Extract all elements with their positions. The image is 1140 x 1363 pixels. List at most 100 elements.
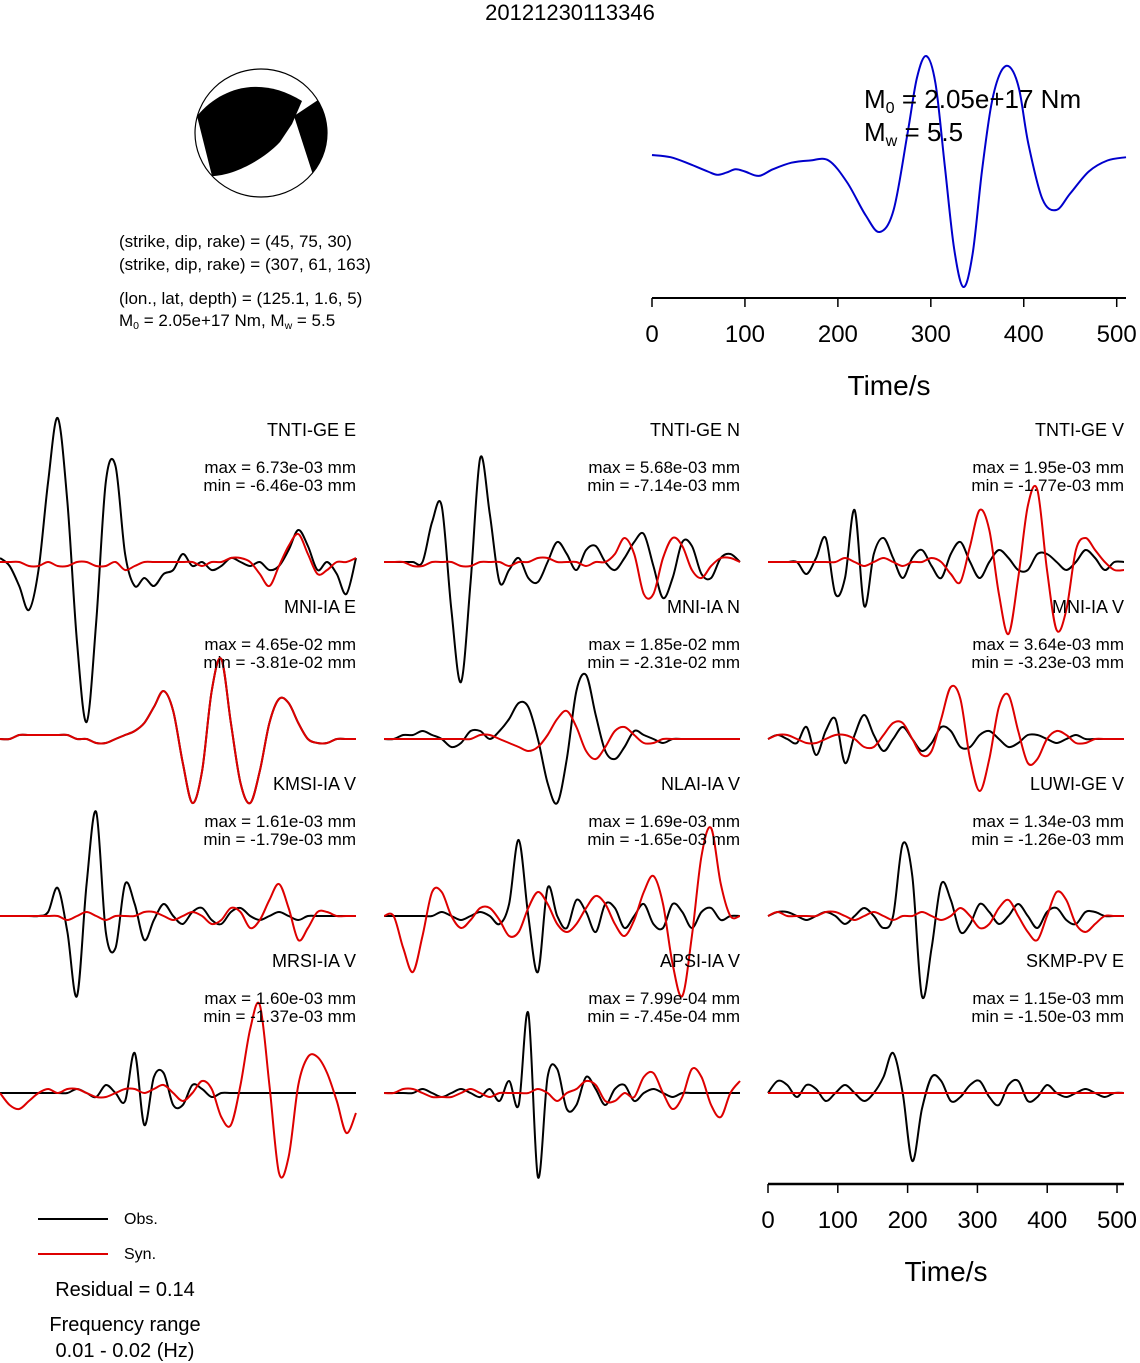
- observed-trace: [384, 455, 741, 684]
- waveform-plot: [383, 826, 741, 998]
- trace-min-label: min = -7.14e-03 mm: [587, 476, 740, 495]
- observed-trace: [767, 1051, 1125, 1163]
- trace-max-label: max = 1.85e-02 mm: [588, 635, 740, 654]
- stf-m0-annotation: M0 = 2.05e+17 Nm: [864, 84, 1082, 117]
- station-label: TNTI-GE E: [267, 420, 356, 440]
- observed-trace: [768, 508, 1125, 608]
- beachball-compressional-quadrant-2: [294, 94, 327, 178]
- synthetic-trace: [0, 882, 356, 942]
- stf-tick-label: 200: [818, 321, 858, 348]
- station-label: TNTI-GE N: [650, 420, 740, 440]
- waveform-plot: [383, 672, 740, 805]
- stf-tick-label: 0: [645, 321, 658, 348]
- station-label: TNTI-GE V: [1035, 420, 1124, 440]
- waveform-panel: TNTI-GE V max = 1.95e-03 mm min = -1.77e-0…: [768, 420, 1125, 636]
- synthetic-trace: [767, 890, 1124, 942]
- waveform-panel: LUWI-GE V max = 1.34e-03 mm min = -1.26e-0…: [767, 774, 1124, 1000]
- observed-trace: [384, 1011, 740, 1179]
- waveform-plot: [0, 416, 357, 724]
- waveform-plot: [0, 1001, 357, 1179]
- waveform-time-axis: 0 100 200 300 400 500 Time/s: [761, 1182, 1137, 1287]
- waveform-plot: [767, 684, 1124, 793]
- synthetic-trace: [383, 1067, 741, 1119]
- focal-moment-line: M0 = 2.05e+17 Nm, Mw = 5.5: [119, 311, 335, 333]
- bottom-tick-label: 300: [957, 1207, 997, 1234]
- trace-min-label: min = -3.81e-02 mm: [203, 653, 356, 672]
- waveform-plot: [767, 841, 1124, 1000]
- trace-max-label: max = 1.69e-03 mm: [588, 812, 740, 831]
- bottom-x-axis-label: Time/s: [905, 1256, 988, 1287]
- station-label: MNI-IA E: [283, 597, 356, 617]
- trace-min-label: min = -3.23e-03 mm: [971, 653, 1124, 672]
- trace-min-label: min = -1.37e-03 mm: [203, 1007, 356, 1026]
- waveform-panel: MNI-IA N max = 1.85e-02 mm min = -2.31e-02…: [383, 597, 740, 805]
- beachball-compressional-quadrant: [197, 86, 302, 176]
- m0-label: M: [119, 311, 134, 330]
- stf-tick-label: 300: [911, 321, 951, 348]
- observed-trace: [767, 713, 1124, 765]
- bottom-tick-label: 0: [761, 1207, 774, 1234]
- stf-mw-annotation: Mw = 5.5: [864, 117, 964, 150]
- bottom-tick-label: 200: [888, 1207, 928, 1234]
- legend: Obs. Syn.: [36, 1208, 216, 1268]
- bottom-tick-label: 400: [1027, 1207, 1067, 1234]
- trace-min-label: min = -6.46e-03 mm: [203, 476, 356, 495]
- trace-min-label: min = -1.50e-03 mm: [971, 1007, 1124, 1026]
- station-label: KMSI-IA V: [272, 774, 356, 794]
- station-label: SKMP-PV E: [1025, 951, 1124, 971]
- trace-max-label: max = 1.95e-03 mm: [972, 458, 1124, 477]
- waveform-panel: MRSI-IA V max = 1.60e-03 mm min = -1.37e-0…: [0, 951, 357, 1179]
- synthetic-trace: [383, 826, 741, 998]
- legend-obs-label: Obs.: [124, 1211, 158, 1228]
- stf-x-axis-label: Time/s: [848, 370, 931, 401]
- chart-title: 20121230113346: [485, 0, 655, 25]
- synthetic-trace: [768, 484, 1125, 636]
- waveform-plot: [383, 1011, 741, 1179]
- observed-trace: [384, 838, 741, 974]
- synthetic-trace: [384, 536, 741, 600]
- waveform-panel: NLAI-IA V max = 1.69e-03 mm min = -1.65e-0…: [383, 774, 741, 998]
- waveform-plot: [768, 484, 1125, 636]
- synthetic-trace: [0, 657, 356, 805]
- trace-max-label: max = 6.73e-03 mm: [204, 458, 356, 477]
- stf-tick-label: 500: [1097, 321, 1137, 348]
- trace-max-label: max = 1.61e-03 mm: [204, 812, 356, 831]
- m0-subscript: 0: [133, 319, 140, 332]
- trace-max-label: max = 5.68e-03 mm: [588, 458, 740, 477]
- waveform-panel: MNI-IA V max = 3.64e-03 mm min = -3.23e-03…: [767, 597, 1124, 793]
- waveform-panel: TNTI-GE E max = 6.73e-03 mm min = -6.46e-0…: [0, 416, 357, 724]
- station-label: LUWI-GE V: [1029, 774, 1124, 794]
- focal-line-1: (strike, dip, rake) = (45, 75, 30): [119, 232, 352, 251]
- waveform-plot: [767, 1051, 1125, 1163]
- focal-line-3: (lon., lat, depth) = (125.1, 1.6, 5): [119, 289, 363, 308]
- waveform-panel: KMSI-IA V max = 1.61e-03 mm min = -1.79e-0…: [0, 774, 356, 998]
- station-label: MNI-IA N: [666, 597, 740, 617]
- stf-tick-label: 400: [1004, 321, 1044, 348]
- trace-max-label: max = 1.15e-03 mm: [972, 989, 1124, 1008]
- trace-min-label: min = -1.65e-03 mm: [587, 830, 740, 849]
- station-label: APSI-IA V: [659, 951, 740, 971]
- bottom-tick-label: 100: [818, 1207, 858, 1234]
- observed-trace: [0, 1051, 356, 1127]
- station-label: MRSI-IA V: [271, 951, 356, 971]
- synthetic-trace: [767, 684, 1124, 793]
- trace-min-label: min = -2.31e-02 mm: [587, 653, 740, 672]
- residual-text: Residual = 0.14: [55, 1279, 195, 1301]
- waveform-plot: [0, 810, 356, 998]
- waveform-plot: [384, 455, 741, 684]
- trace-min-label: min = -1.26e-03 mm: [971, 830, 1124, 849]
- trace-max-label: max = 4.65e-02 mm: [204, 635, 356, 654]
- legend-syn-label: Syn.: [124, 1246, 157, 1263]
- mw-subscript: w: [284, 319, 293, 332]
- waveform-panel: APSI-IA V max = 7.99e-04 mm min = -7.45e-0…: [383, 951, 741, 1179]
- station-label: NLAI-IA V: [660, 774, 740, 794]
- trace-min-label: min = -7.45e-04 mm: [587, 1007, 740, 1026]
- bottom-tick-label: 500: [1097, 1207, 1137, 1234]
- trace-min-label: min = -1.77e-03 mm: [971, 476, 1124, 495]
- waveform-panel: TNTI-GE N max = 5.68e-03 mm min = -7.14e-0…: [384, 420, 741, 684]
- station-label: MNI-IA V: [1051, 597, 1124, 617]
- stf-tick-label: 100: [725, 321, 765, 348]
- beachball-diagram: [194, 68, 328, 198]
- trace-max-label: max = 1.60e-03 mm: [204, 989, 356, 1008]
- waveform-plot: [0, 657, 356, 805]
